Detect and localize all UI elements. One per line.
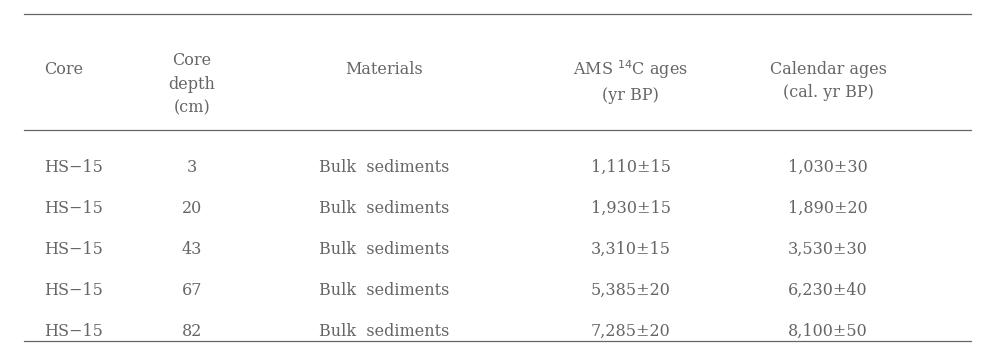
Text: 5,385±20: 5,385±20 — [590, 282, 670, 299]
Text: Bulk  sediments: Bulk sediments — [318, 282, 448, 299]
Text: Bulk  sediments: Bulk sediments — [318, 323, 448, 340]
Text: Bulk  sediments: Bulk sediments — [318, 200, 448, 217]
Text: 43: 43 — [181, 241, 202, 258]
Text: HS−15: HS−15 — [44, 159, 102, 176]
Text: 1,930±15: 1,930±15 — [590, 200, 670, 217]
Text: 20: 20 — [181, 200, 202, 217]
Text: AMS $^{14}$C ages
(yr BP): AMS $^{14}$C ages (yr BP) — [573, 58, 688, 104]
Text: 8,100±50: 8,100±50 — [787, 323, 867, 340]
Text: HS−15: HS−15 — [44, 241, 102, 258]
Text: 3,310±15: 3,310±15 — [590, 241, 670, 258]
Text: 67: 67 — [181, 282, 202, 299]
Text: Calendar ages
(cal. yr BP): Calendar ages (cal. yr BP) — [768, 61, 886, 101]
Text: 1,890±20: 1,890±20 — [787, 200, 867, 217]
Text: Bulk  sediments: Bulk sediments — [318, 241, 448, 258]
Text: Core: Core — [44, 61, 83, 78]
Text: 3: 3 — [186, 159, 197, 176]
Text: 1,030±30: 1,030±30 — [787, 159, 867, 176]
Text: HS−15: HS−15 — [44, 282, 102, 299]
Text: 7,285±20: 7,285±20 — [590, 323, 670, 340]
Text: Bulk  sediments: Bulk sediments — [318, 159, 448, 176]
Text: Core
depth
(cm): Core depth (cm) — [168, 52, 215, 116]
Text: HS−15: HS−15 — [44, 323, 102, 340]
Text: 82: 82 — [181, 323, 202, 340]
Text: 3,530±30: 3,530±30 — [787, 241, 867, 258]
Text: HS−15: HS−15 — [44, 200, 102, 217]
Text: Materials: Materials — [345, 61, 422, 78]
Text: 1,110±15: 1,110±15 — [590, 159, 670, 176]
Text: 6,230±40: 6,230±40 — [787, 282, 867, 299]
